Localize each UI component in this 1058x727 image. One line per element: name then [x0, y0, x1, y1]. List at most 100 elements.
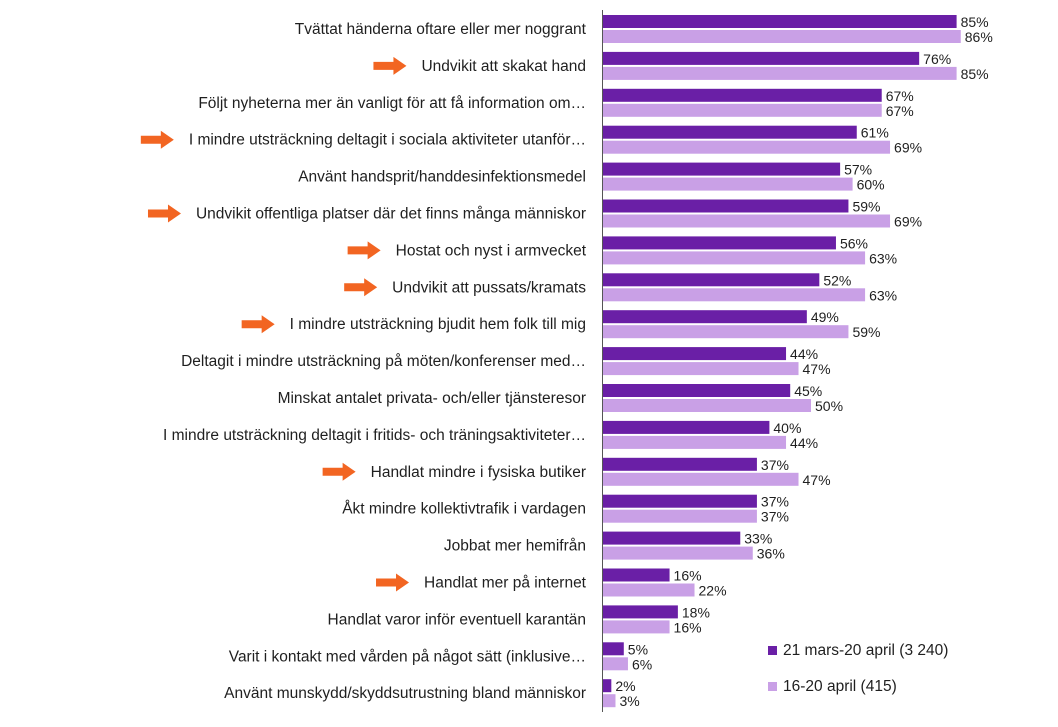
value-label-series-1: 56%	[840, 235, 868, 251]
bar-series-1	[603, 642, 624, 656]
bar-series-2	[603, 435, 787, 449]
legend-label-series-2: 16-20 april (415)	[783, 678, 897, 695]
value-label-series-2: 16%	[674, 619, 702, 635]
bar-series-1	[603, 347, 787, 361]
value-label-series-2: 37%	[761, 509, 789, 525]
bars-layer	[603, 15, 961, 708]
category-label: Undvikit att pussats/kramats	[392, 279, 586, 296]
bar-series-2	[603, 694, 616, 708]
highlight-arrow-icon	[322, 462, 356, 481]
bar-series-1	[603, 162, 841, 176]
legend-swatch-series-2	[768, 682, 777, 691]
legend-label-series-1: 21 mars-20 april (3 240)	[783, 642, 948, 659]
category-label: Åkt mindre kollektivtrafik i vardagen	[342, 501, 586, 518]
bar-series-2	[603, 325, 849, 339]
value-label-series-2: 22%	[699, 583, 727, 599]
value-label-series-2: 47%	[803, 472, 831, 488]
category-label: Undvikit offentliga platser där det finn…	[196, 206, 586, 223]
value-label-series-2: 3%	[619, 693, 639, 709]
highlight-arrow-icon	[241, 315, 275, 334]
category-label: Handlat mer på internet	[424, 575, 587, 592]
highlight-arrow-icon	[373, 56, 407, 75]
bar-series-2	[603, 30, 961, 43]
bar-series-2	[603, 362, 799, 376]
value-label-series-1: 45%	[794, 383, 822, 399]
value-label-series-1: 18%	[682, 604, 710, 620]
category-label: Använt handsprit/handdesinfektionsmedel	[298, 169, 586, 186]
value-label-series-1: 37%	[761, 457, 789, 473]
category-label: Undvikit att skakat hand	[421, 58, 586, 75]
bar-series-1	[603, 494, 757, 508]
value-label-series-1: 16%	[674, 568, 702, 584]
value-label-series-1: 37%	[761, 494, 789, 510]
category-label: Minskat antalet privata- och/eller tjäns…	[278, 390, 586, 407]
legend-swatch-series-1	[768, 646, 777, 655]
labels-layer: Tvättat händerna oftare eller mer noggra…	[140, 14, 993, 709]
highlight-arrow-icon	[147, 204, 181, 223]
bar-series-1	[603, 679, 612, 693]
bar-series-1	[603, 15, 957, 28]
value-label-series-1: 61%	[861, 125, 889, 141]
highlight-arrow-icon	[140, 130, 174, 149]
value-label-series-2: 6%	[632, 656, 652, 672]
value-label-series-1: 40%	[773, 420, 801, 436]
bar-series-2	[603, 546, 753, 560]
bar-series-2	[603, 620, 670, 634]
value-label-series-2: 63%	[869, 250, 897, 266]
category-label: Varit i kontakt med vården på något sätt…	[229, 648, 586, 665]
bar-series-1	[603, 125, 857, 139]
bar-series-1	[603, 384, 791, 397]
bar-series-2	[603, 288, 866, 302]
highlight-arrow-icon	[347, 241, 381, 260]
value-label-series-2: 86%	[965, 29, 993, 45]
category-label: Tvättat händerna oftare eller mer noggra…	[295, 21, 587, 38]
bar-series-2	[603, 251, 866, 265]
category-label: Använt munskydd/skyddsutrustning bland m…	[224, 685, 586, 702]
value-label-series-1: 2%	[615, 678, 635, 694]
value-label-series-2: 85%	[961, 66, 989, 82]
bar-series-2	[603, 66, 957, 80]
bar-series-2	[603, 103, 882, 117]
highlight-arrow-icon	[376, 573, 410, 592]
bar-series-1	[603, 273, 820, 287]
value-label-series-1: 85%	[961, 14, 989, 30]
category-label: I mindre utsträckning deltagit i fritids…	[163, 427, 586, 444]
bar-series-2	[603, 472, 799, 486]
value-label-series-2: 63%	[869, 287, 897, 303]
bar-series-1	[603, 420, 770, 434]
value-label-series-2: 67%	[886, 103, 914, 119]
bar-series-2	[603, 509, 757, 523]
value-label-series-2: 50%	[815, 398, 843, 414]
value-label-series-1: 59%	[852, 199, 880, 215]
value-label-series-1: 49%	[811, 309, 839, 325]
category-label: Deltagit i mindre utsträckning på möten/…	[181, 353, 586, 370]
value-label-series-1: 5%	[628, 641, 648, 657]
bar-series-1	[603, 531, 741, 545]
bar-series-1	[603, 310, 807, 324]
bar-series-1	[603, 199, 849, 213]
bar-series-2	[603, 214, 891, 228]
bar-series-1	[603, 605, 678, 619]
value-label-series-1: 57%	[844, 162, 872, 178]
bar-series-1	[603, 457, 757, 471]
bar-series-1	[603, 236, 836, 250]
bar-series-1	[603, 51, 920, 65]
value-label-series-1: 33%	[744, 531, 772, 547]
category-label: Handlat mindre i fysiska butiker	[371, 464, 586, 481]
bar-series-2	[603, 399, 811, 412]
value-label-series-2: 69%	[894, 140, 922, 156]
value-label-series-1: 76%	[923, 51, 951, 67]
value-label-series-2: 47%	[803, 361, 831, 377]
value-label-series-2: 44%	[790, 435, 818, 451]
category-label: I mindre utsträckning deltagit i sociala…	[189, 132, 586, 149]
bar-series-2	[603, 583, 695, 597]
value-label-series-2: 69%	[894, 214, 922, 230]
highlight-arrow-icon	[344, 278, 378, 297]
category-label: I mindre utsträckning bjudit hem folk ti…	[290, 316, 586, 333]
value-label-series-2: 59%	[852, 324, 880, 340]
value-label-series-1: 52%	[823, 272, 851, 288]
value-label-series-2: 36%	[757, 546, 785, 562]
bar-series-1	[603, 568, 670, 582]
bar-series-2	[603, 140, 891, 154]
